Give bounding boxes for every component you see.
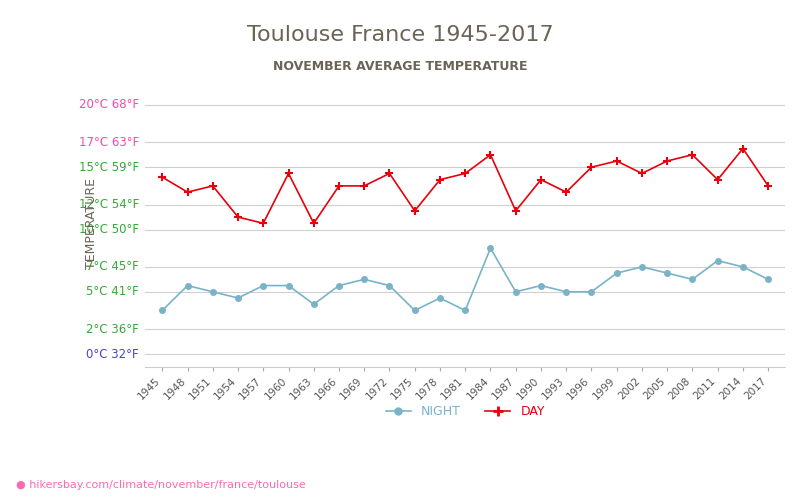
Text: 17°C 63°F: 17°C 63°F [79, 136, 139, 149]
Text: 20°C 68°F: 20°C 68°F [79, 98, 139, 112]
Text: 5°C 41°F: 5°C 41°F [86, 286, 139, 298]
Text: 15°C 59°F: 15°C 59°F [79, 160, 139, 173]
Text: 10°C 50°F: 10°C 50°F [79, 223, 139, 236]
Text: ● hikersbay.com/climate/november/france/toulouse: ● hikersbay.com/climate/november/france/… [16, 480, 306, 490]
Legend: NIGHT, DAY: NIGHT, DAY [381, 400, 550, 423]
Text: 0°C 32°F: 0°C 32°F [86, 348, 139, 360]
Text: TEMPERATURE: TEMPERATURE [85, 178, 98, 269]
Text: 7°C 45°F: 7°C 45°F [86, 260, 139, 274]
Text: NOVEMBER AVERAGE TEMPERATURE: NOVEMBER AVERAGE TEMPERATURE [273, 60, 527, 73]
Text: 2°C 36°F: 2°C 36°F [86, 322, 139, 336]
Text: Toulouse France 1945-2017: Toulouse France 1945-2017 [246, 25, 554, 45]
Text: 12°C 54°F: 12°C 54°F [79, 198, 139, 211]
